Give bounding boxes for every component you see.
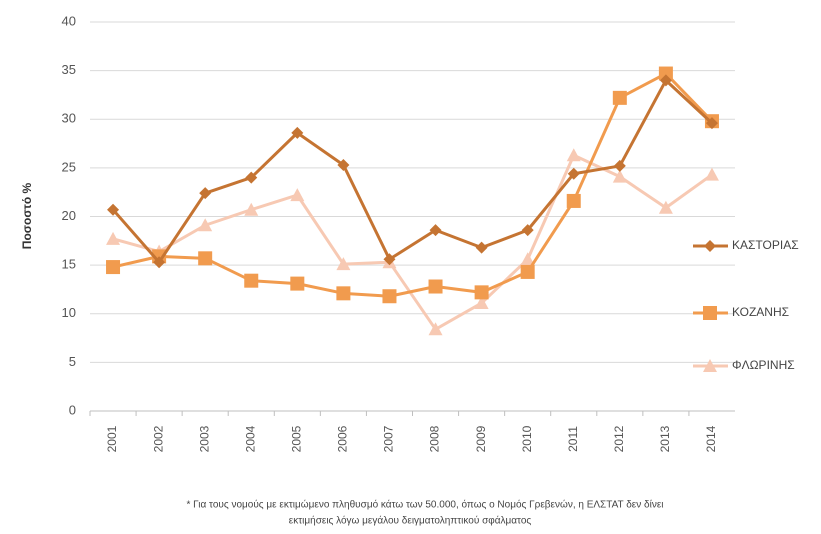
legend-marker (703, 359, 717, 372)
x-tick-label: 2005 (289, 425, 303, 452)
footnote: εκτιμήσεις λόγω μεγάλου δειγματοληπτικού… (289, 515, 532, 527)
data-point (291, 126, 304, 139)
data-point (198, 251, 213, 266)
data-point (244, 273, 259, 288)
legend-label: ΦΛΩΡΙΝΗΣ (732, 358, 795, 372)
data-point (336, 257, 351, 271)
footnote: * Για τους νομούς με εκτιμώμενο πληθυσμό… (186, 499, 663, 511)
data-point (659, 74, 672, 87)
data-point (428, 279, 443, 294)
data-point (106, 231, 121, 245)
y-tick-label: 35 (62, 62, 76, 77)
series-line (111, 78, 713, 264)
data-point (658, 200, 673, 214)
legend-label: ΚΑΣΤΟΡΙΑΣ (732, 238, 799, 252)
legend-label: ΚΟΖΑΝΗΣ (732, 305, 789, 319)
x-tick-label: 2010 (520, 425, 534, 452)
series-line (112, 72, 714, 298)
data-point (290, 188, 305, 202)
x-tick-label: 2012 (612, 425, 626, 452)
y-tick-label: 5 (69, 354, 76, 369)
x-tick-label: 2001 (105, 425, 119, 452)
x-tick-label: 2006 (336, 425, 350, 452)
data-point (612, 90, 627, 105)
data-point (428, 322, 443, 336)
data-point (336, 286, 351, 301)
y-tick-label: 25 (62, 159, 76, 174)
data-point (429, 224, 442, 237)
legend-marker (703, 306, 717, 320)
data-point (521, 224, 534, 237)
y-tick-label: 0 (69, 402, 76, 417)
data-point (383, 253, 396, 266)
data-point (612, 169, 627, 183)
x-tick-label: 2002 (151, 425, 165, 452)
data-point (199, 187, 212, 200)
x-tick-label: 2009 (474, 425, 488, 452)
data-point (704, 167, 719, 181)
data-point (705, 117, 718, 130)
y-tick-label: 10 (62, 305, 76, 320)
data-point (337, 158, 350, 171)
x-tick-label: 2007 (382, 425, 396, 452)
x-tick-label: 2003 (197, 425, 211, 452)
data-point (658, 66, 673, 81)
x-tick-label: 2014 (704, 425, 718, 452)
data-point (382, 289, 397, 304)
data-point (520, 264, 535, 279)
data-point (613, 159, 626, 172)
x-tick-label: 2013 (658, 425, 672, 452)
data-point (106, 260, 121, 275)
data-point (474, 285, 489, 300)
data-point (290, 276, 305, 291)
legend-marker (704, 240, 716, 252)
data-point (520, 252, 535, 266)
y-axis-label: Ποσοστό % (20, 182, 34, 249)
data-point (198, 218, 213, 232)
data-point (566, 193, 581, 208)
data-point (107, 203, 120, 216)
data-point (475, 241, 488, 254)
x-tick-label: 2004 (243, 425, 257, 452)
data-point (245, 171, 258, 184)
y-tick-label: 20 (62, 208, 76, 223)
data-point (153, 256, 166, 269)
data-point (244, 202, 259, 216)
data-point (567, 167, 580, 180)
y-tick-label: 40 (62, 13, 76, 28)
x-tick-label: 2011 (566, 426, 580, 452)
data-point (474, 296, 489, 310)
series-line (112, 153, 713, 331)
y-tick-label: 30 (62, 111, 76, 126)
y-tick-label: 15 (62, 257, 76, 272)
data-point (566, 148, 581, 162)
x-tick-label: 2008 (428, 425, 442, 452)
